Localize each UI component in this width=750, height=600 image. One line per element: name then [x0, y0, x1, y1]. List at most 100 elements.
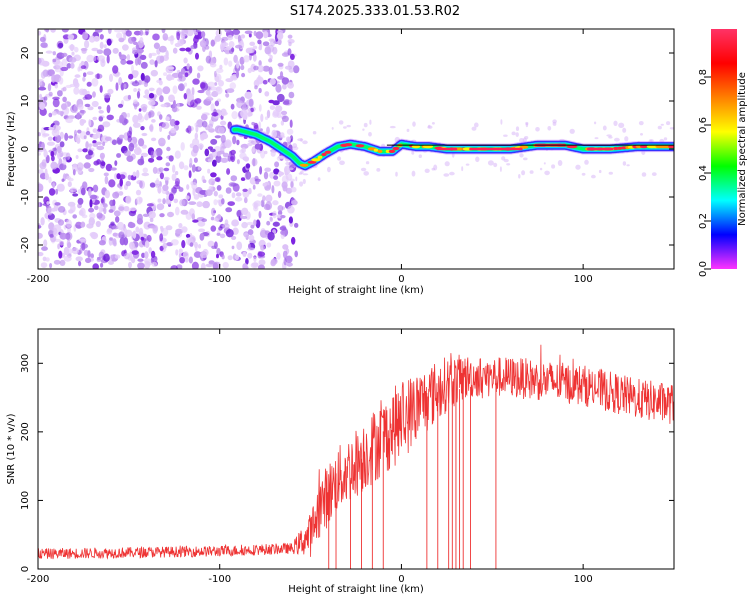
noise-blob	[232, 29, 241, 35]
noise-blob	[38, 232, 43, 239]
noise-blob	[285, 136, 291, 142]
noise-blob	[182, 251, 189, 260]
noise-blob	[262, 65, 271, 72]
noise-blob	[183, 93, 188, 100]
noise-blob	[125, 30, 132, 37]
weak-signal-blob	[640, 133, 643, 136]
noise-blob	[118, 37, 125, 43]
noise-blob	[202, 200, 211, 209]
noise-blob	[215, 86, 223, 95]
noise-blob	[245, 171, 252, 180]
noise-blob	[88, 188, 92, 197]
noise-blob	[257, 264, 265, 269]
noise-blob	[43, 149, 48, 158]
snr-content	[38, 344, 674, 569]
noise-blob	[119, 114, 125, 123]
noise-blob	[103, 48, 112, 56]
noise-blob	[240, 215, 243, 219]
weak-signal-blob	[543, 162, 546, 165]
weak-signal-blob	[638, 121, 644, 126]
noise-blob	[204, 148, 210, 157]
noise-blob	[39, 162, 47, 170]
noise-blob	[123, 118, 129, 124]
noise-blob	[42, 133, 50, 137]
noise-blob	[259, 166, 263, 175]
noise-blob	[100, 262, 104, 268]
noise-blob	[142, 32, 146, 36]
y-tick-label: -10	[20, 189, 31, 205]
noise-blob	[166, 146, 171, 152]
noise-blob	[67, 242, 72, 249]
noise-blob	[286, 262, 293, 267]
noise-blob	[38, 252, 44, 257]
noise-blob	[159, 172, 164, 180]
noise-blob	[178, 75, 186, 82]
noise-blob	[178, 187, 184, 192]
noise-blob	[97, 55, 106, 62]
noise-blob	[112, 232, 118, 237]
ridge-hotspot	[613, 146, 619, 151]
noise-blob	[194, 31, 198, 36]
noise-blob	[175, 206, 180, 216]
noise-blob	[269, 216, 273, 221]
noise-blob	[158, 167, 164, 173]
weak-signal-blob	[487, 160, 494, 166]
weak-signal-blob	[515, 126, 520, 131]
noise-blob	[242, 188, 248, 192]
noise-blob	[189, 157, 193, 167]
noise-blob	[80, 60, 85, 66]
snr-series	[38, 344, 674, 569]
noise-blob	[159, 233, 164, 242]
noise-blob	[185, 47, 191, 52]
noise-blob	[149, 225, 157, 229]
ridge-hotspot	[317, 155, 323, 159]
ridge-hotspot	[392, 146, 400, 151]
noise-blob	[287, 205, 295, 214]
noise-blob	[133, 147, 142, 156]
noise-blob	[276, 93, 285, 103]
noise-blob	[59, 232, 68, 240]
noise-blob	[229, 82, 237, 90]
noise-blob	[288, 41, 292, 47]
noise-blob	[282, 83, 287, 90]
noise-blob	[211, 112, 219, 117]
ridge-hotspot	[566, 145, 578, 149]
x-tick-label: 100	[574, 574, 593, 585]
weak-signal-blob	[584, 159, 589, 165]
ridge-hotspot	[457, 147, 463, 151]
noise-blob	[275, 83, 282, 93]
noise-blob	[171, 72, 180, 78]
noise-blob	[157, 185, 162, 194]
noise-blob	[139, 29, 144, 36]
weak-signal-blob	[461, 166, 464, 172]
noise-blob	[141, 132, 148, 137]
noise-blob	[150, 52, 157, 57]
noise-blob	[289, 178, 295, 182]
noise-blob	[197, 220, 206, 227]
noise-blob	[196, 105, 202, 110]
weak-signal-blob	[506, 163, 511, 166]
noise-blob	[277, 210, 283, 216]
noise-blob	[142, 106, 147, 113]
noise-blob	[280, 110, 288, 116]
noise-blob	[65, 219, 72, 229]
noise-blob	[43, 96, 48, 101]
noise-blob	[123, 32, 127, 41]
noise-blob	[192, 29, 197, 33]
noise-blob	[132, 41, 138, 45]
noise-blob	[84, 94, 93, 100]
noise-blob	[171, 173, 177, 181]
noise-blob	[183, 165, 189, 171]
noise-blob	[61, 178, 65, 182]
noise-blob	[167, 211, 174, 218]
noise-blob	[258, 60, 262, 67]
noise-blob	[86, 54, 94, 63]
noise-blob	[189, 99, 198, 108]
noise-blob	[39, 36, 46, 43]
noise-blob	[176, 31, 181, 41]
noise-blob	[59, 240, 65, 246]
noise-blob	[207, 158, 213, 163]
noise-blob	[169, 118, 176, 127]
noise-blob	[287, 34, 293, 39]
noise-blob	[48, 91, 53, 97]
